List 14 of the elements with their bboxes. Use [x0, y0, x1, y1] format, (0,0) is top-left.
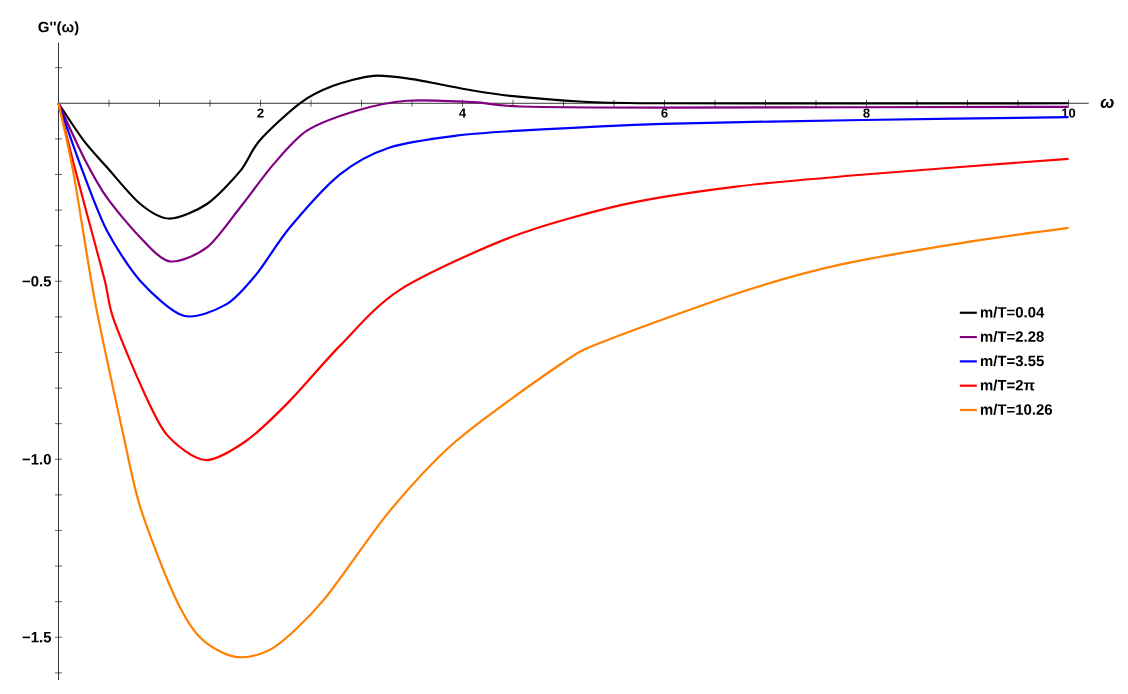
x-tick-label: 8 [863, 108, 870, 118]
legend-label: m/T=3.55 [980, 355, 1044, 367]
y-tick-label: −1.5 [22, 632, 52, 643]
legend-label: m/T=2.28 [980, 330, 1044, 343]
x-tick-label: 2 [257, 108, 264, 118]
y-axis-title: G''(ω) [38, 21, 79, 36]
legend-label: m/T=2π [980, 379, 1035, 391]
legend-label: m/T=10.26 [980, 403, 1053, 415]
x-tick-label: 4 [459, 108, 467, 118]
y-tick-label: −1.0 [22, 453, 51, 465]
x-axis-title: ω [1100, 98, 1114, 108]
x-tick-label: 6 [661, 108, 668, 118]
legend-label: m/T=0.04 [980, 306, 1045, 318]
y-tick-label: −0.5 [22, 275, 52, 287]
